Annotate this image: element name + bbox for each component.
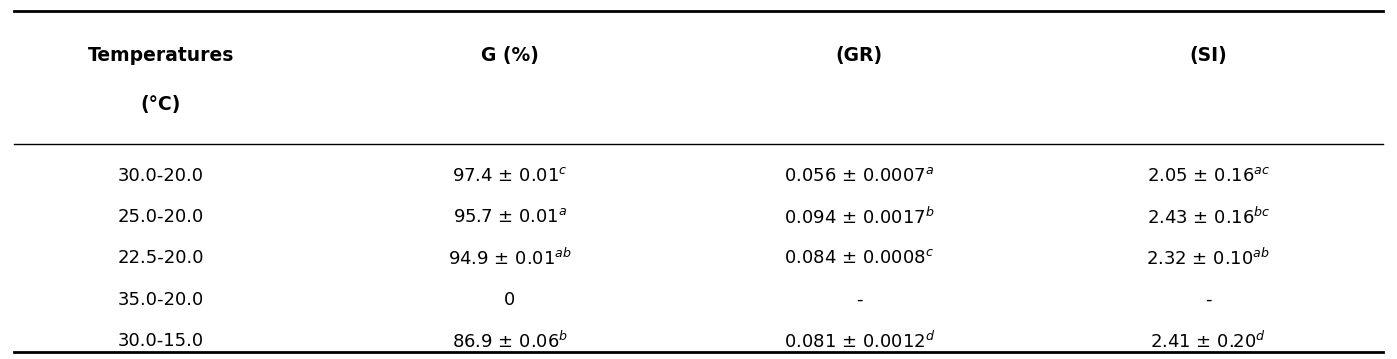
Text: 86.9 ± 0.06$^{b}$: 86.9 ± 0.06$^{b}$ — [451, 330, 569, 352]
Text: 35.0-20.0: 35.0-20.0 — [117, 291, 204, 309]
Text: (SI): (SI) — [1189, 46, 1228, 65]
Text: 2.43 ± 0.16$^{bc}$: 2.43 ± 0.16$^{bc}$ — [1147, 206, 1270, 228]
Text: 97.4 ± 0.01$^{c}$: 97.4 ± 0.01$^{c}$ — [453, 167, 567, 185]
Text: -: - — [1206, 291, 1211, 309]
Text: (°C): (°C) — [141, 95, 180, 113]
Text: 95.7 ± 0.01$^{a}$: 95.7 ± 0.01$^{a}$ — [453, 208, 567, 226]
Text: 2.05 ± 0.16$^{ac}$: 2.05 ± 0.16$^{ac}$ — [1147, 167, 1270, 185]
Text: 2.41 ± 0.20$^{d}$: 2.41 ± 0.20$^{d}$ — [1151, 330, 1266, 352]
Text: 94.9 ± 0.01$^{ab}$: 94.9 ± 0.01$^{ab}$ — [448, 248, 571, 269]
Text: G (%): G (%) — [481, 46, 539, 65]
Text: 0.056 ± 0.0007$^{a}$: 0.056 ± 0.0007$^{a}$ — [784, 167, 935, 185]
Text: 30.0-20.0: 30.0-20.0 — [117, 167, 204, 185]
Text: 2.32 ± 0.10$^{ab}$: 2.32 ± 0.10$^{ab}$ — [1147, 248, 1270, 269]
Text: 30.0-15.0: 30.0-15.0 — [117, 332, 204, 350]
Text: (GR): (GR) — [835, 46, 883, 65]
Text: Temperatures: Temperatures — [88, 46, 233, 65]
Text: -: - — [856, 291, 862, 309]
Text: 0.084 ± 0.0008$^{c}$: 0.084 ± 0.0008$^{c}$ — [784, 250, 935, 267]
Text: 0.081 ± 0.0012$^{d}$: 0.081 ± 0.0012$^{d}$ — [784, 330, 935, 352]
Text: 22.5-20.0: 22.5-20.0 — [117, 250, 204, 267]
Text: 0.094 ± 0.0017$^{b}$: 0.094 ± 0.0017$^{b}$ — [784, 206, 935, 228]
Text: 0: 0 — [504, 291, 515, 309]
Text: 25.0-20.0: 25.0-20.0 — [117, 208, 204, 226]
